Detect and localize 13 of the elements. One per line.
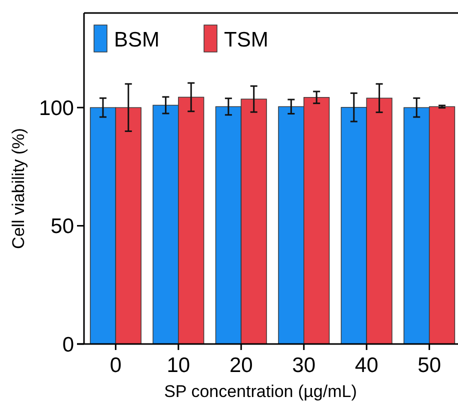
x-tick-label: 0 [110, 354, 122, 377]
legend-label: TSM [224, 28, 268, 52]
y-axis-title: Cell viability (%) [9, 128, 28, 249]
y-tick-label: 50 [50, 215, 74, 238]
x-tick-label: 30 [292, 354, 316, 377]
legend-label: BSM [114, 28, 160, 52]
x-axis-title: SP concentration (µg/mL) [164, 382, 357, 401]
y-tick-label: 100 [38, 96, 74, 120]
x-tick-label: 50 [418, 354, 441, 377]
x-tick-label: 20 [229, 354, 253, 377]
x-tick-label: 10 [166, 354, 190, 377]
x-tick-label: 40 [354, 354, 378, 377]
y-tick-label: 0 [62, 333, 74, 356]
